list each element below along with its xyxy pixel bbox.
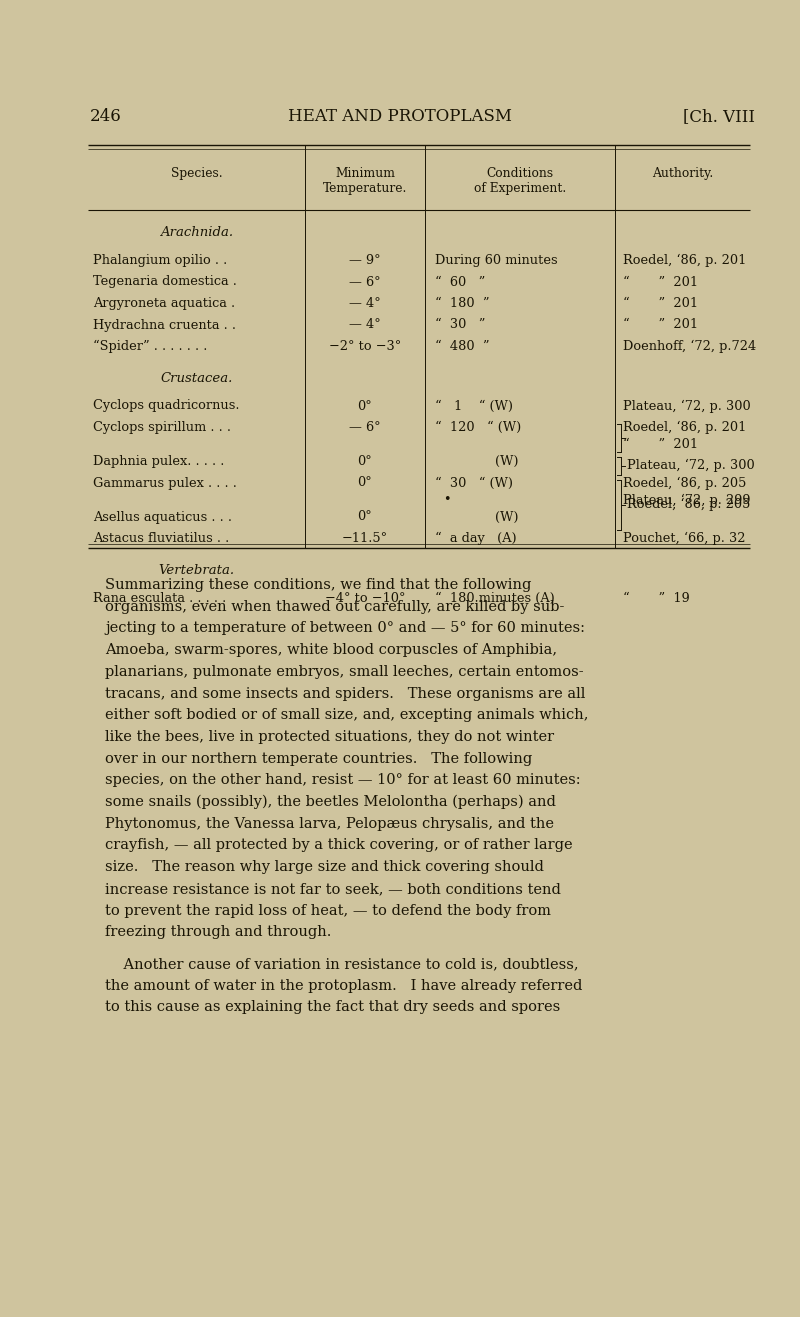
Text: crayfish, — all protected by a thick covering, or of rather large: crayfish, — all protected by a thick cov… [105, 839, 573, 852]
Text: like the bees, live in protected situations, they do not winter: like the bees, live in protected situati… [105, 730, 554, 744]
Text: “       ”  19: “ ” 19 [623, 591, 690, 605]
Text: [Ch. VIII: [Ch. VIII [683, 108, 755, 125]
Text: over in our northern temperate countries.   The following: over in our northern temperate countries… [105, 752, 532, 765]
Text: Plateau, ‘72, p. 300: Plateau, ‘72, p. 300 [627, 458, 754, 471]
Text: freezing through and through.: freezing through and through. [105, 926, 331, 939]
Text: 246: 246 [90, 108, 122, 125]
Text: Species.: Species. [170, 167, 222, 180]
Text: “  180 minutes (A): “ 180 minutes (A) [435, 591, 554, 605]
Text: “       ”  201: “ ” 201 [623, 298, 698, 309]
Text: Gammarus pulex . . . .: Gammarus pulex . . . . [93, 477, 237, 490]
Text: Rana esculata . . . . .: Rana esculata . . . . . [93, 591, 226, 605]
Text: Summarizing these conditions, we find that the following: Summarizing these conditions, we find th… [105, 578, 531, 593]
Text: −11.5°: −11.5° [342, 532, 388, 545]
Text: Roedel, ‘86, p. 205: Roedel, ‘86, p. 205 [627, 498, 750, 511]
Text: 0°: 0° [358, 477, 372, 490]
Text: of Experiment.: of Experiment. [474, 182, 566, 195]
Text: Phalangium opilio . .: Phalangium opilio . . [93, 254, 227, 267]
Text: Authority.: Authority. [652, 167, 713, 180]
Text: Minimum: Minimum [335, 167, 395, 180]
Text: “Spider” . . . . . . .: “Spider” . . . . . . . [93, 340, 207, 353]
Text: Tegenaria domestica .: Tegenaria domestica . [93, 275, 237, 288]
Text: “       ”  201: “ ” 201 [623, 319, 698, 332]
Text: tracans, and some insects and spiders.   These organisms are all: tracans, and some insects and spiders. T… [105, 686, 586, 701]
Text: 0°: 0° [358, 399, 372, 412]
Text: Roedel, ‘86, p. 201: Roedel, ‘86, p. 201 [623, 421, 746, 435]
Text: HEAT AND PROTOPLASM: HEAT AND PROTOPLASM [288, 108, 512, 125]
Text: “  180  ”: “ 180 ” [435, 298, 490, 309]
Text: “  480  ”: “ 480 ” [435, 340, 490, 353]
Text: Vertebrata.: Vertebrata. [158, 564, 234, 577]
Text: (W): (W) [495, 454, 518, 468]
Text: Daphnia pulex. . . . .: Daphnia pulex. . . . . [93, 454, 224, 468]
Text: Argyroneta aquatica .: Argyroneta aquatica . [93, 298, 235, 309]
Text: 0°: 0° [358, 454, 372, 468]
Text: Conditions: Conditions [486, 167, 554, 180]
Text: Astacus fluviatilus . .: Astacus fluviatilus . . [93, 532, 230, 545]
Text: — 4°: — 4° [349, 319, 381, 332]
Text: Pouchet, ‘66, p. 32: Pouchet, ‘66, p. 32 [623, 532, 746, 545]
Text: — 6°: — 6° [349, 275, 381, 288]
Text: −4° to −10°: −4° to −10° [325, 591, 406, 605]
Text: Temperature.: Temperature. [323, 182, 407, 195]
Text: •: • [443, 494, 450, 507]
Text: “   1    “ (W): “ 1 “ (W) [435, 399, 513, 412]
Text: “  120   “ (W): “ 120 “ (W) [435, 421, 522, 435]
Text: Crustacea.: Crustacea. [160, 371, 233, 385]
Text: (W): (W) [495, 511, 518, 523]
Text: some snails (possibly), the beetles Melolontha (perhaps) and: some snails (possibly), the beetles Melo… [105, 795, 556, 810]
Text: — 9°: — 9° [349, 254, 381, 267]
Text: Phytonomus, the Vanessa larva, Pelopæus chrysalis, and the: Phytonomus, the Vanessa larva, Pelopæus … [105, 817, 554, 831]
Text: Roedel, ‘86, p. 201: Roedel, ‘86, p. 201 [623, 254, 746, 267]
Text: increase resistance is not far to seek, — both conditions tend: increase resistance is not far to seek, … [105, 882, 561, 896]
Text: Hydrachna cruenta . .: Hydrachna cruenta . . [93, 319, 236, 332]
Text: Another cause of variation in resistance to cold is, doubtless,: Another cause of variation in resistance… [105, 957, 578, 971]
Text: Plateau, ‘72, p. 300: Plateau, ‘72, p. 300 [623, 399, 750, 412]
Text: jecting to a temperature of between 0° and — 5° for 60 minutes:: jecting to a temperature of between 0° a… [105, 622, 585, 635]
Text: planarians, pulmonate embryos, small leeches, certain entomos-: planarians, pulmonate embryos, small lee… [105, 665, 584, 678]
Text: Cyclops quadricornus.: Cyclops quadricornus. [93, 399, 239, 412]
Text: −2° to −3°: −2° to −3° [329, 340, 401, 353]
Text: Doenhoff, ‘72, p.724: Doenhoff, ‘72, p.724 [623, 340, 756, 353]
Text: organisms, even when thawed out carefully, are killed by sub-: organisms, even when thawed out carefull… [105, 599, 564, 614]
Text: — 6°: — 6° [349, 421, 381, 435]
Text: Arachnida.: Arachnida. [160, 227, 233, 238]
Text: “  60   ”: “ 60 ” [435, 275, 486, 288]
Text: During 60 minutes: During 60 minutes [435, 254, 558, 267]
Text: Cyclops spirillum . . .: Cyclops spirillum . . . [93, 421, 231, 435]
Text: “  a day   (A): “ a day (A) [435, 532, 517, 545]
Text: — 4°: — 4° [349, 298, 381, 309]
Text: “  30   “ (W): “ 30 “ (W) [435, 477, 513, 490]
Text: Asellus aquaticus . . .: Asellus aquaticus . . . [93, 511, 232, 523]
Text: 0°: 0° [358, 511, 372, 523]
Text: to this cause as explaining the fact that dry seeds and spores: to this cause as explaining the fact tha… [105, 1001, 560, 1014]
Text: Roedel, ‘86, p. 205: Roedel, ‘86, p. 205 [623, 477, 746, 490]
Text: “       ”  201: “ ” 201 [623, 439, 698, 450]
Text: size.   The reason why large size and thick covering should: size. The reason why large size and thic… [105, 860, 544, 874]
Text: “  30   ”: “ 30 ” [435, 319, 486, 332]
Text: either soft bodied or of small size, and, excepting animals which,: either soft bodied or of small size, and… [105, 709, 589, 722]
Text: Plateau, ‘72, p. 299: Plateau, ‘72, p. 299 [623, 494, 750, 507]
Text: the amount of water in the protoplasm.   I have already referred: the amount of water in the protoplasm. I… [105, 979, 582, 993]
Text: Amoeba, swarm-spores, white blood corpuscles of Amphibia,: Amoeba, swarm-spores, white blood corpus… [105, 643, 557, 657]
Text: species, on the other hand, resist — 10° for at least 60 minutes:: species, on the other hand, resist — 10°… [105, 773, 581, 788]
Text: “       ”  201: “ ” 201 [623, 275, 698, 288]
Text: to prevent the rapid loss of heat, — to defend the body from: to prevent the rapid loss of heat, — to … [105, 903, 551, 918]
